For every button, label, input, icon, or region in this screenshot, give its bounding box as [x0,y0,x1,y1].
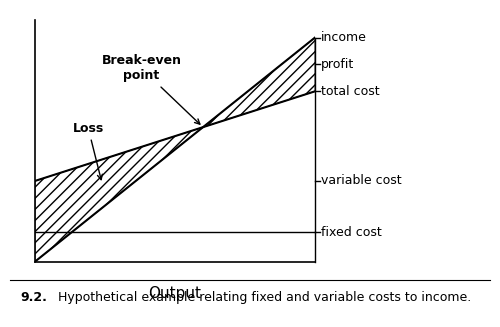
Text: Loss: Loss [72,122,104,180]
Polygon shape [35,127,203,262]
Text: income: income [321,31,367,44]
Text: fixed cost: fixed cost [321,226,382,239]
Text: Break-even
point: Break-even point [102,54,200,124]
Text: total cost: total cost [321,85,380,98]
Text: Hypothetical example relating fixed and variable costs to income.: Hypothetical example relating fixed and … [58,291,471,304]
Text: variable cost: variable cost [321,174,402,187]
Text: Output: Output [148,286,202,301]
Polygon shape [204,38,315,127]
Text: 9.2.: 9.2. [20,291,47,304]
Text: profit: profit [321,58,354,71]
